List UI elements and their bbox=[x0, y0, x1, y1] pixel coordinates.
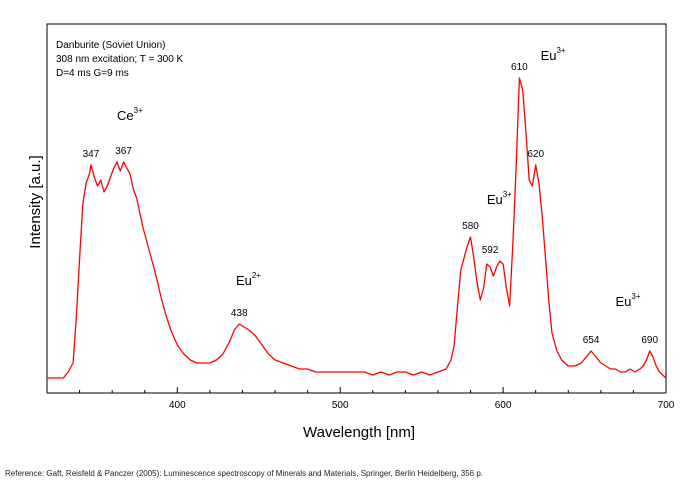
reference-note: Reference: Gaft, Reisfeld & Panczer (200… bbox=[5, 469, 484, 478]
x-tick-label: 400 bbox=[169, 400, 186, 411]
x-tick-label: 700 bbox=[658, 400, 675, 411]
peak-label: 592 bbox=[482, 245, 499, 256]
peak-label: 654 bbox=[583, 335, 600, 346]
y-axis-label: Intensity [a.u.] bbox=[27, 155, 44, 248]
peak-label: 580 bbox=[462, 221, 479, 232]
ion-labels: Ce3+ Eu2+ Eu3+ Eu3+ Eu3+ bbox=[117, 46, 641, 309]
x-axis-label: Wavelength [nm] bbox=[303, 424, 415, 441]
ion-label: Eu2+ bbox=[236, 271, 261, 288]
plot-frame bbox=[46, 23, 667, 394]
peak-label: 347 bbox=[83, 149, 100, 160]
peak-labels: 347 367 438 580 592 610 620 654 690 bbox=[83, 62, 659, 346]
peak-label: 367 bbox=[115, 146, 132, 157]
ion-label: Eu3+ bbox=[541, 46, 566, 63]
x-tick-label: 500 bbox=[332, 400, 349, 411]
peak-label: 620 bbox=[527, 149, 544, 160]
x-axis-ticks: 400 500 600 700 bbox=[46, 387, 675, 411]
x-tick-label: 600 bbox=[495, 400, 512, 411]
peak-label: 610 bbox=[511, 62, 528, 73]
info-line: D=4 ms G=9 ms bbox=[56, 68, 129, 79]
info-line: 308 nm excitation; T = 300 K bbox=[56, 54, 184, 65]
info-box: Danburite (Soviet Union) 308 nm excitatio… bbox=[56, 40, 184, 79]
peak-label: 690 bbox=[641, 335, 658, 346]
ion-label: Ce3+ bbox=[117, 106, 143, 123]
ion-label: Eu3+ bbox=[487, 190, 512, 207]
info-line: Danburite (Soviet Union) bbox=[56, 40, 166, 51]
spectrum-line bbox=[47, 77, 667, 379]
peak-label: 438 bbox=[231, 308, 248, 319]
ion-label: Eu3+ bbox=[616, 292, 641, 309]
